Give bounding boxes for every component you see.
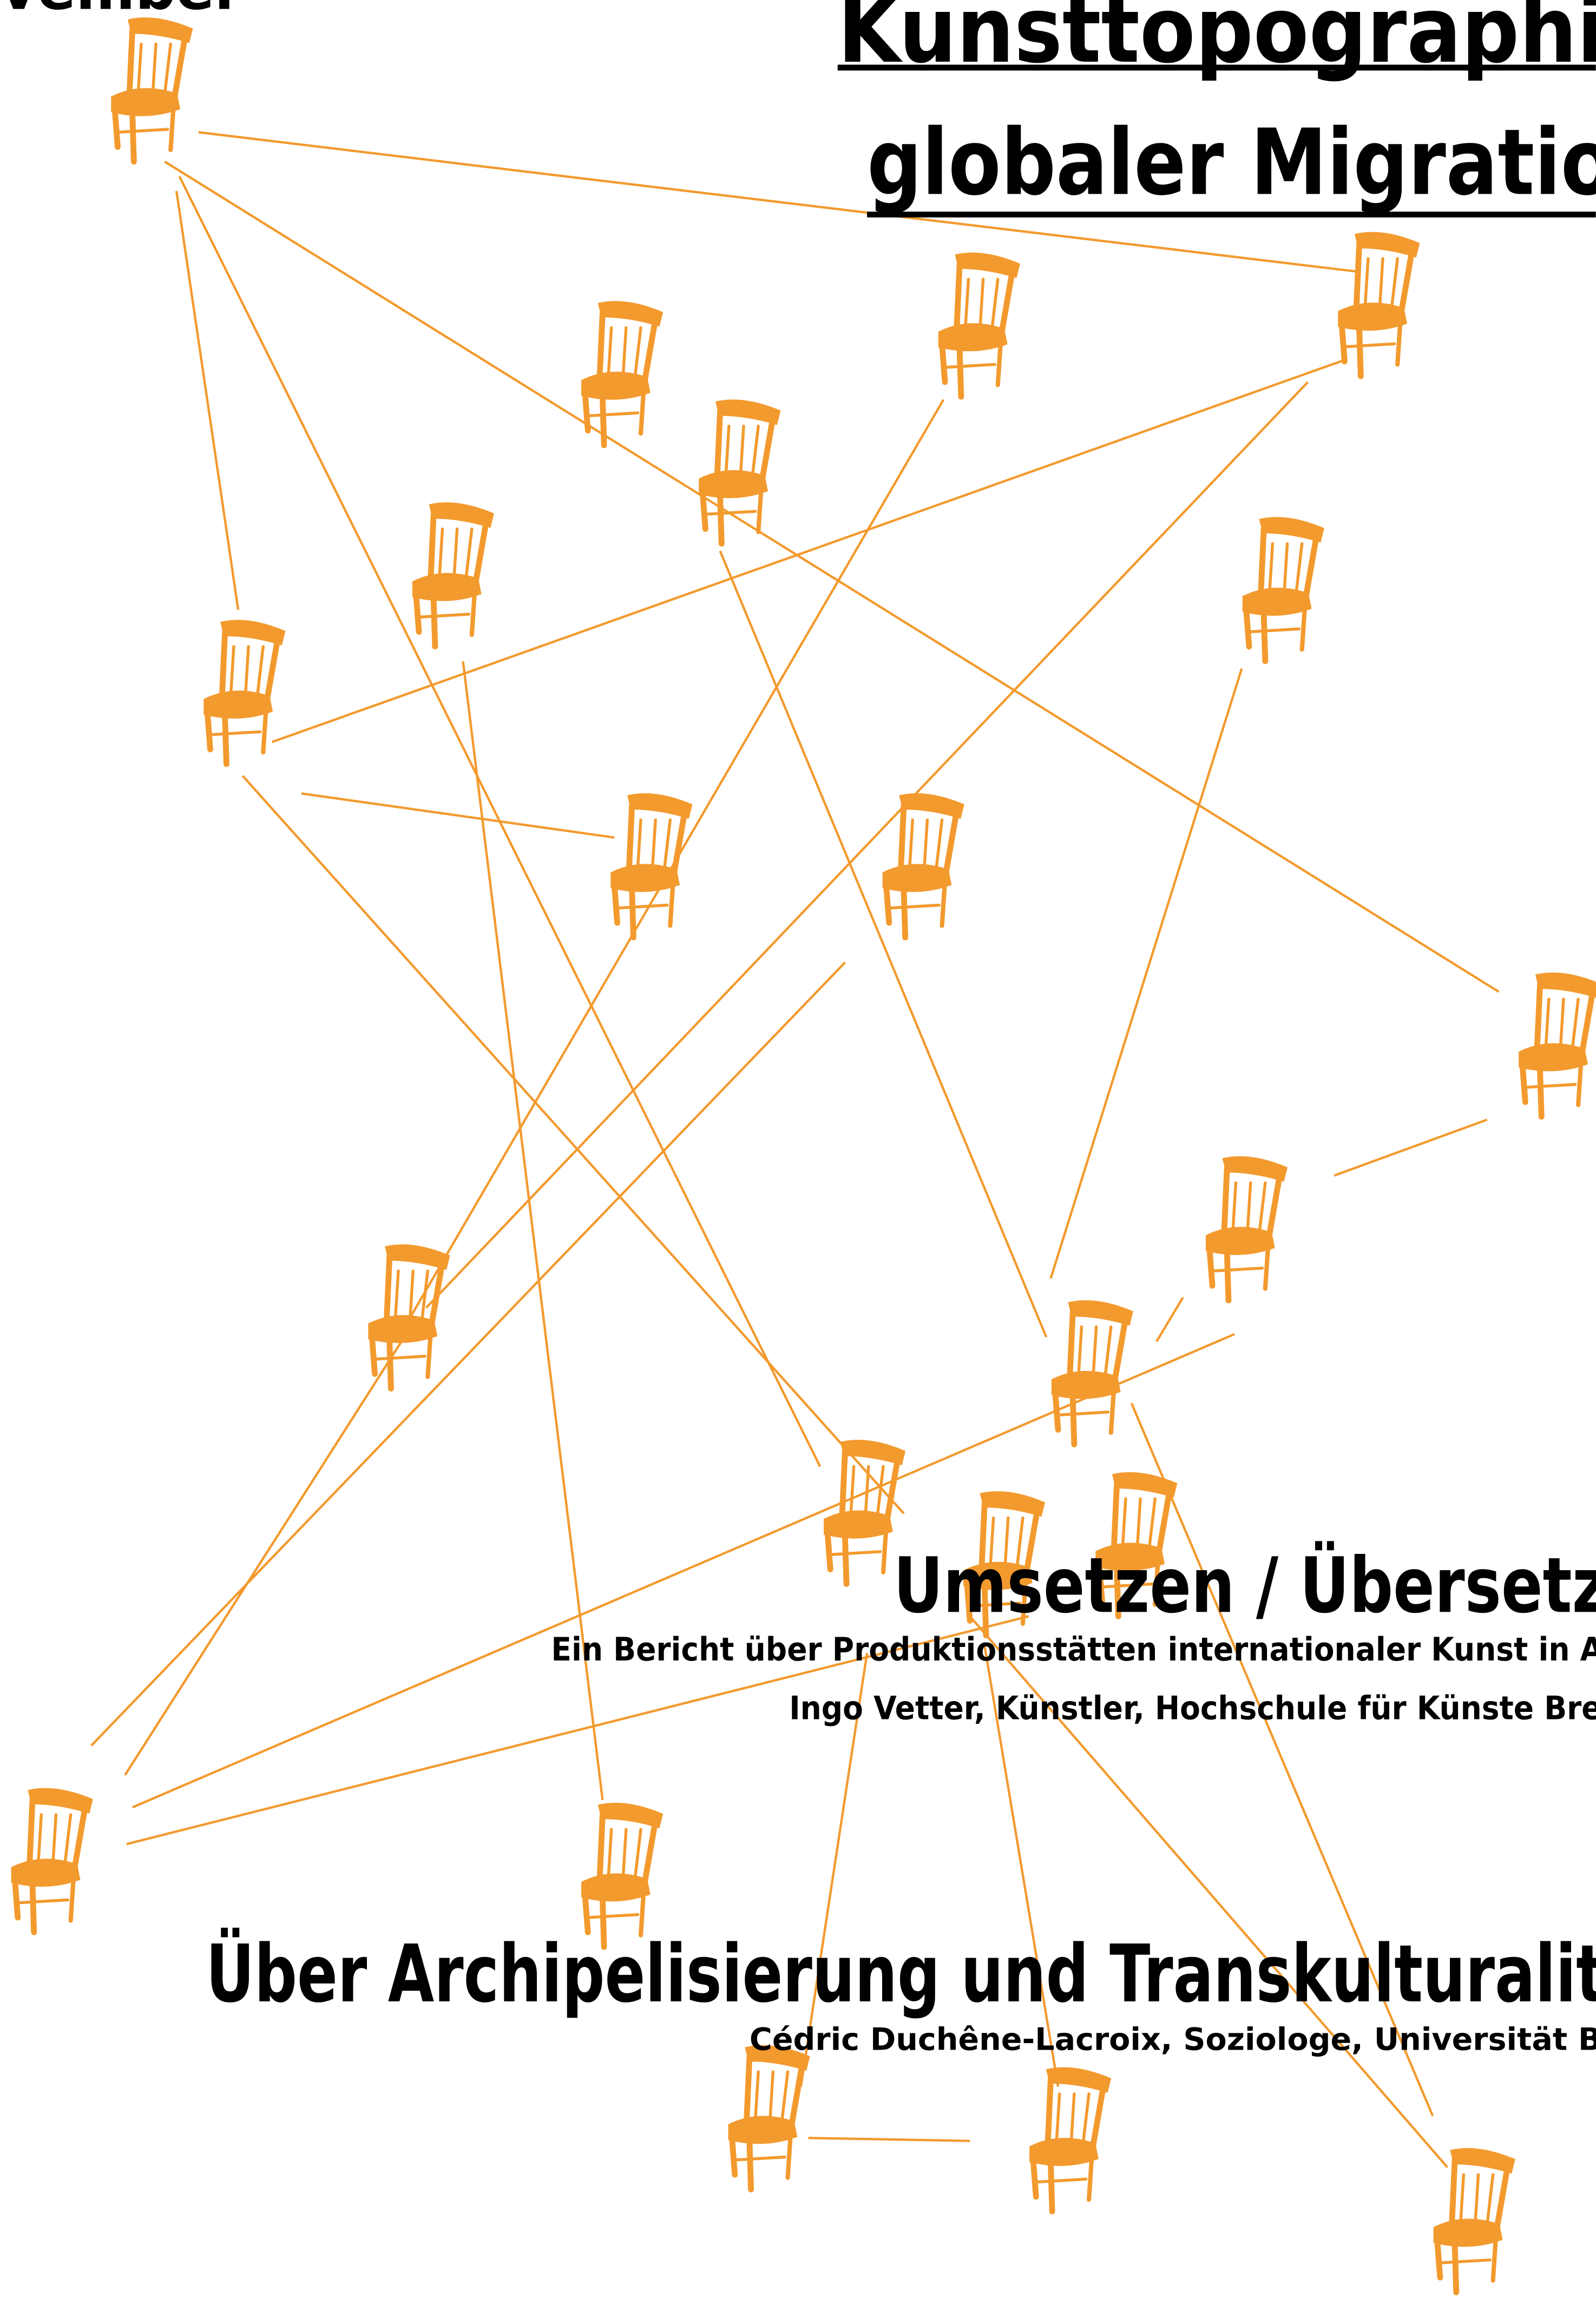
title-line: Kunsttopographi — [838, 0, 1596, 83]
talk-subtitle: Ein Bericht über Produktionsstätten inte… — [551, 1631, 1596, 1669]
talk-speaker: Cédric Duchêne-Lacroix, Soziologe, Unive… — [750, 2021, 1596, 2057]
poster: vember Kunsttopographi globaler Migratio… — [0, 0, 1596, 2304]
talk-title: Über Archipelisierung und Transkulturali… — [206, 1928, 1596, 2020]
title-line: globaler Migratio — [867, 109, 1596, 215]
date-fragment: vember — [0, 0, 242, 23]
talk-speaker: Ingo Vetter, Künstler, Hochschule für Kü… — [789, 1690, 1596, 1727]
page: {"header": {"date_fragment": "vember", "… — [0, 0, 1596, 2304]
connections — [91, 132, 1499, 2167]
talk-title: Umsetzen / Übersetz — [894, 1541, 1596, 1630]
